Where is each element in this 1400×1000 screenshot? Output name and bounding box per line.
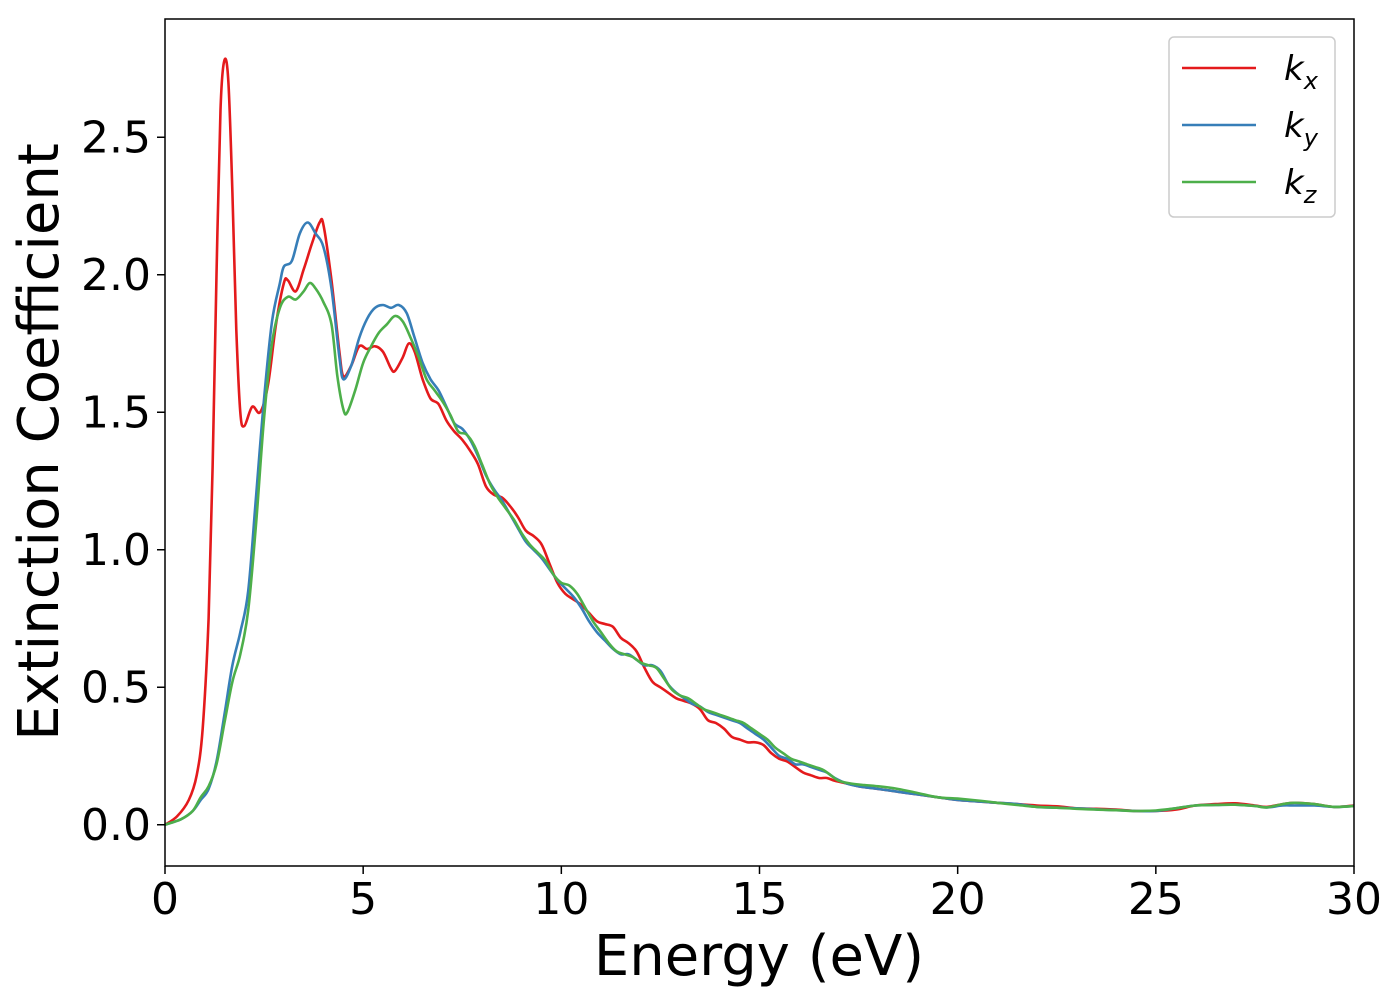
y-tick-label: 1.0: [81, 525, 151, 576]
legend-box: [1168, 36, 1336, 218]
series-line-kz: [164, 281, 1355, 827]
x-tick-label: 25: [1128, 874, 1184, 925]
y-tick-label: 0.0: [81, 800, 151, 851]
x-tick-label: 10: [533, 874, 589, 925]
y-tick-label: 1.5: [81, 387, 151, 438]
x-tick-label: 0: [151, 874, 179, 925]
x-axis: 0 5 10 15 20 25 30: [151, 866, 1382, 925]
y-tick-label: 2.5: [81, 112, 151, 163]
x-axis-title: Energy (eV): [594, 924, 924, 989]
legend-label-kx: kx: [1284, 49, 1319, 95]
series-layer: [164, 57, 1355, 827]
x-tick-label: 15: [732, 874, 788, 925]
x-tick-label: 5: [349, 874, 377, 925]
legend-label-ky: ky: [1284, 106, 1319, 152]
legend-label-kz: kz: [1284, 163, 1318, 209]
x-tick-label: 20: [930, 874, 986, 925]
legend: kx ky kz: [1168, 36, 1336, 218]
y-tick-label: 0.5: [81, 662, 151, 713]
y-axis-title: Extinction Coefficient: [7, 143, 72, 741]
y-axis: 0.0 0.5 1.0 1.5 2.0 2.5: [81, 112, 165, 851]
x-tick-label: 30: [1326, 874, 1382, 925]
y-tick-label: 2.0: [81, 250, 151, 301]
